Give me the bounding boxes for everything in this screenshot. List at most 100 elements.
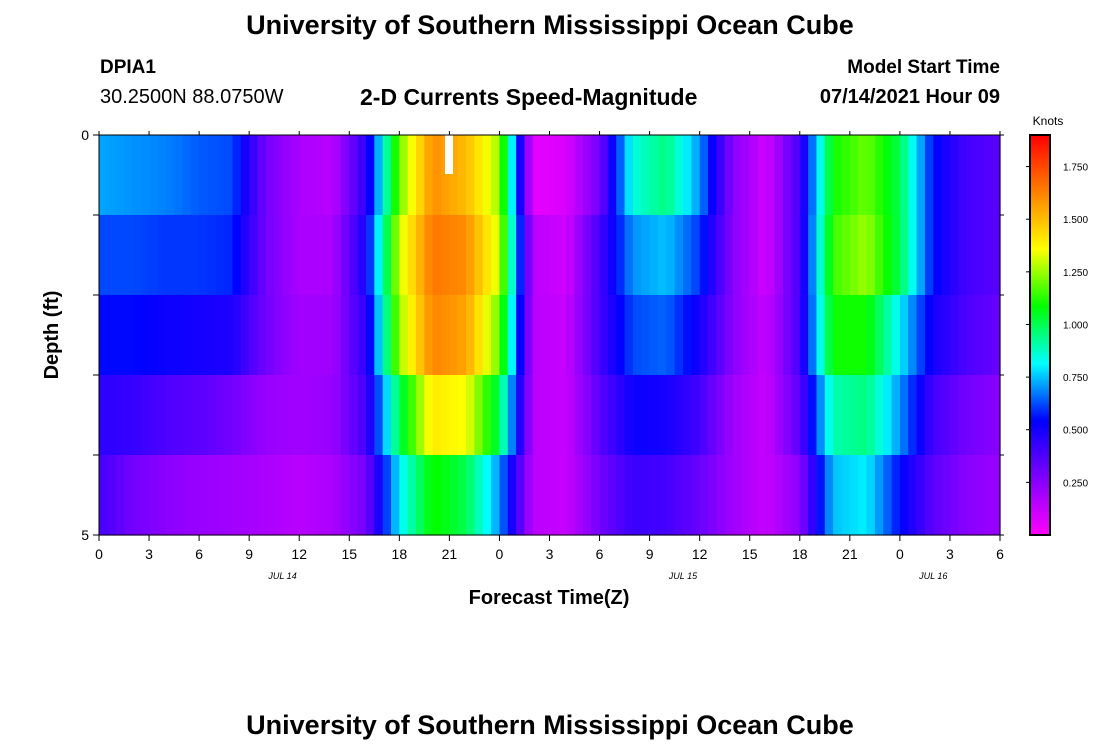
heatmap-cell <box>949 215 959 296</box>
heatmap-cell <box>424 135 434 216</box>
heatmap-cell <box>307 375 317 456</box>
heatmap-cell <box>282 295 292 376</box>
heatmap-cell <box>657 295 667 376</box>
heatmap-cell <box>240 295 250 376</box>
heatmap-cell <box>115 295 125 376</box>
model-start-label: Model Start Time <box>847 57 1000 78</box>
heatmap-cell <box>866 135 876 216</box>
date-label: JUL 16 <box>918 571 947 581</box>
heatmap-cell <box>891 135 901 216</box>
heatmap-cell <box>983 135 993 216</box>
heatmap-cell <box>199 455 209 536</box>
heatmap-cell <box>532 215 542 296</box>
heatmap-cell <box>407 215 417 296</box>
x-tick-label: 0 <box>95 546 103 562</box>
heatmap-cell <box>582 295 592 376</box>
heatmap-cell <box>466 375 476 456</box>
heatmap-cell <box>282 135 292 216</box>
heatmap-cell <box>724 295 734 376</box>
heatmap-cell <box>332 215 342 296</box>
heatmap-cell <box>983 215 993 296</box>
heatmap-cell <box>624 375 634 456</box>
heatmap-cell <box>332 375 342 456</box>
heatmap-cell <box>265 215 275 296</box>
x-tick-label: 0 <box>896 546 904 562</box>
heatmap-cell <box>165 455 175 536</box>
heatmap-cell <box>766 295 776 376</box>
heatmap-cell <box>124 375 133 456</box>
heatmap-cell <box>499 135 509 216</box>
heatmap-cell <box>165 215 175 296</box>
heatmap-cell <box>516 135 526 216</box>
heatmap-cell <box>641 135 651 216</box>
heatmap-cell <box>274 215 284 296</box>
heatmap-cell <box>632 455 642 536</box>
heatmap-cell <box>891 455 901 536</box>
heatmap-cell <box>758 455 767 536</box>
colorbar-ticks: 0.250 0.500 0.750 1.000 1.250 1.500 1.750 <box>1026 163 1088 489</box>
heatmap-cell <box>290 295 300 376</box>
heatmap-cell <box>466 295 476 376</box>
heatmap-cell <box>507 455 517 536</box>
heatmap-cell <box>741 135 751 216</box>
heatmap-cell <box>566 375 576 456</box>
heatmap-cells <box>99 135 1001 536</box>
heatmap-cell <box>858 295 868 376</box>
heatmap-cell <box>332 135 342 216</box>
heatmap-cell <box>274 455 284 536</box>
heatmap-cell <box>399 375 409 456</box>
heatmap-cell <box>724 135 734 216</box>
heatmap-cell <box>908 215 918 296</box>
heatmap-cell <box>799 455 809 536</box>
heatmap-cell <box>733 215 742 296</box>
heatmap-cell <box>758 295 767 376</box>
heatmap-cell <box>457 375 467 456</box>
heatmap-cell <box>265 375 275 456</box>
heatmap-cell <box>115 215 125 296</box>
heatmap-cell <box>424 215 434 296</box>
heatmap-cell <box>808 215 818 296</box>
heatmap-cell <box>849 375 859 456</box>
heatmap-cell <box>332 455 342 536</box>
heatmap-cell <box>941 455 951 536</box>
heatmap-cell <box>841 375 851 456</box>
heatmap-cell <box>891 375 901 456</box>
heatmap-cell <box>699 135 709 216</box>
heatmap-cell <box>924 455 934 536</box>
heatmap-cell <box>632 295 642 376</box>
heatmap-cell <box>599 215 609 296</box>
heatmap-cell <box>941 215 951 296</box>
heatmap-cell <box>307 215 317 296</box>
heatmap-cell <box>382 455 392 536</box>
heatmap-cell <box>958 295 968 376</box>
heatmap-cell <box>249 135 259 216</box>
heatmap-cell <box>974 375 984 456</box>
heatmap-cell <box>824 375 834 456</box>
heatmap-cell <box>557 135 567 216</box>
heatmap-cell <box>758 135 767 216</box>
heatmap-cell <box>199 215 209 296</box>
heatmap-cell <box>741 375 751 456</box>
heatmap-cell <box>808 455 818 536</box>
heatmap-cell <box>491 295 501 376</box>
heatmap-cell <box>949 375 959 456</box>
heatmap-cell <box>307 135 317 216</box>
heatmap-cell <box>140 295 150 376</box>
heatmap-cell <box>374 135 384 216</box>
heatmap-cell <box>215 375 225 456</box>
heatmap-cell <box>282 455 292 536</box>
heatmap-cell <box>407 135 417 216</box>
heatmap-cell <box>791 215 801 296</box>
x-tick-label: 21 <box>442 546 458 562</box>
heatmap-cell <box>708 375 717 456</box>
heatmap-cell <box>165 375 175 456</box>
heatmap-cell <box>399 135 409 216</box>
heatmap-cell <box>899 135 909 216</box>
heatmap-cell <box>566 295 576 376</box>
heatmap-cell <box>574 135 584 216</box>
heatmap-cell <box>791 455 801 536</box>
heatmap-cell <box>941 135 951 216</box>
heatmap-cell <box>524 455 534 536</box>
heatmap-cell <box>182 375 192 456</box>
